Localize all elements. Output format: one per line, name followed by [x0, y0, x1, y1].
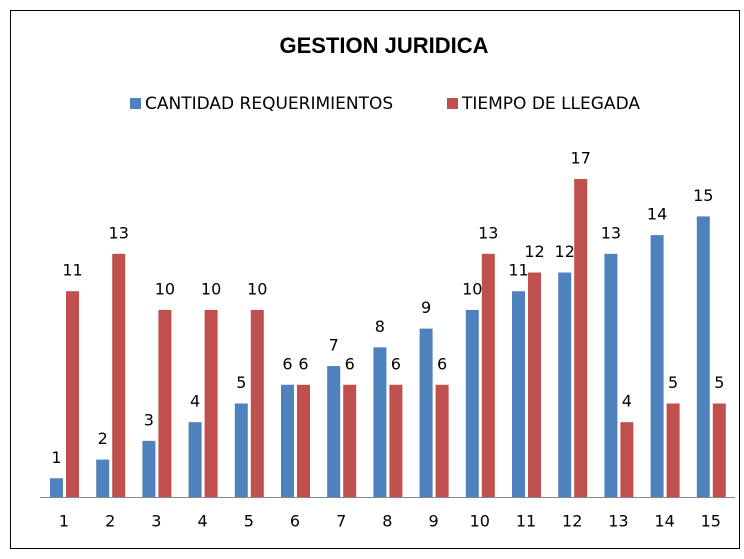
data-label: 6: [437, 354, 447, 373]
data-label: 5: [668, 373, 678, 392]
bar: [234, 403, 248, 497]
bar: [373, 347, 387, 497]
bar: [188, 422, 202, 497]
bar: [343, 384, 357, 497]
data-label: 8: [375, 317, 385, 336]
legend-swatch: [447, 98, 458, 109]
data-label: 10: [155, 279, 175, 298]
data-label: 13: [478, 223, 498, 242]
bar: [250, 309, 264, 497]
data-label: 13: [109, 223, 129, 242]
bar: [112, 253, 126, 497]
legend-label: CANTIDAD REQUERIMIENTOS: [145, 94, 393, 114]
data-label: 13: [601, 223, 621, 242]
bar: [558, 272, 572, 497]
data-label: 6: [282, 354, 292, 373]
bar: [604, 253, 618, 497]
data-label: 1: [51, 448, 61, 467]
x-tick-label: 6: [290, 512, 300, 531]
x-tick-label: 5: [244, 512, 254, 531]
bar: [512, 291, 525, 497]
x-tick-label: 8: [382, 512, 392, 531]
data-label: 5: [236, 373, 246, 392]
data-label: 12: [555, 242, 575, 261]
x-tick-label: 4: [198, 512, 208, 531]
data-label: 14: [647, 205, 667, 224]
x-tick-label: 2: [105, 512, 115, 531]
data-label: 6: [298, 354, 308, 373]
bar: [435, 384, 449, 497]
bar: [158, 309, 172, 497]
bar: [419, 328, 433, 497]
legend-label: TIEMPO DE LLEGADA: [461, 94, 640, 114]
data-label: 10: [462, 279, 482, 298]
data-label: 9: [421, 298, 431, 317]
x-tick-label: 12: [562, 512, 582, 531]
x-tick-label: 1: [59, 512, 69, 531]
bar: [650, 235, 664, 497]
data-label: 11: [508, 261, 528, 280]
bar: [712, 403, 726, 497]
bar: [96, 459, 110, 497]
x-tick-label: 14: [654, 512, 674, 531]
bar: [142, 440, 156, 497]
x-tick-label: 7: [336, 512, 346, 531]
bar: [66, 291, 79, 497]
data-label: 3: [144, 410, 154, 429]
data-label: 11: [62, 261, 82, 280]
x-tick-label: 13: [608, 512, 628, 531]
x-tick-label: 10: [470, 512, 490, 531]
bar: [50, 478, 63, 497]
bar: [666, 403, 680, 497]
data-label: 15: [693, 186, 713, 205]
bar: [297, 384, 310, 497]
bar: [327, 366, 341, 497]
data-label: 10: [201, 279, 221, 298]
data-label: 6: [391, 354, 401, 373]
data-label: 7: [329, 336, 339, 355]
x-tick-label: 11: [516, 512, 536, 531]
legend-swatch: [130, 98, 141, 109]
bar: [528, 272, 541, 497]
data-label: 12: [524, 242, 544, 261]
data-label: 2: [98, 429, 108, 448]
bar: [465, 309, 479, 497]
data-label: 17: [571, 149, 591, 168]
bar: [204, 309, 218, 497]
bar: [696, 216, 710, 498]
bar: [281, 384, 294, 497]
bar: [481, 253, 495, 497]
x-tick-label: 15: [701, 512, 721, 531]
data-label: 4: [190, 392, 200, 411]
bar: [620, 422, 634, 497]
data-label: 4: [622, 392, 632, 411]
x-tick-label: 9: [429, 512, 439, 531]
bar: [574, 179, 588, 497]
bar: [389, 384, 403, 497]
data-label: 5: [714, 373, 724, 392]
data-label: 10: [247, 279, 267, 298]
data-label: 6: [345, 354, 355, 373]
x-tick-label: 3: [151, 512, 161, 531]
chart-title: GESTION JURIDICA: [279, 33, 488, 58]
